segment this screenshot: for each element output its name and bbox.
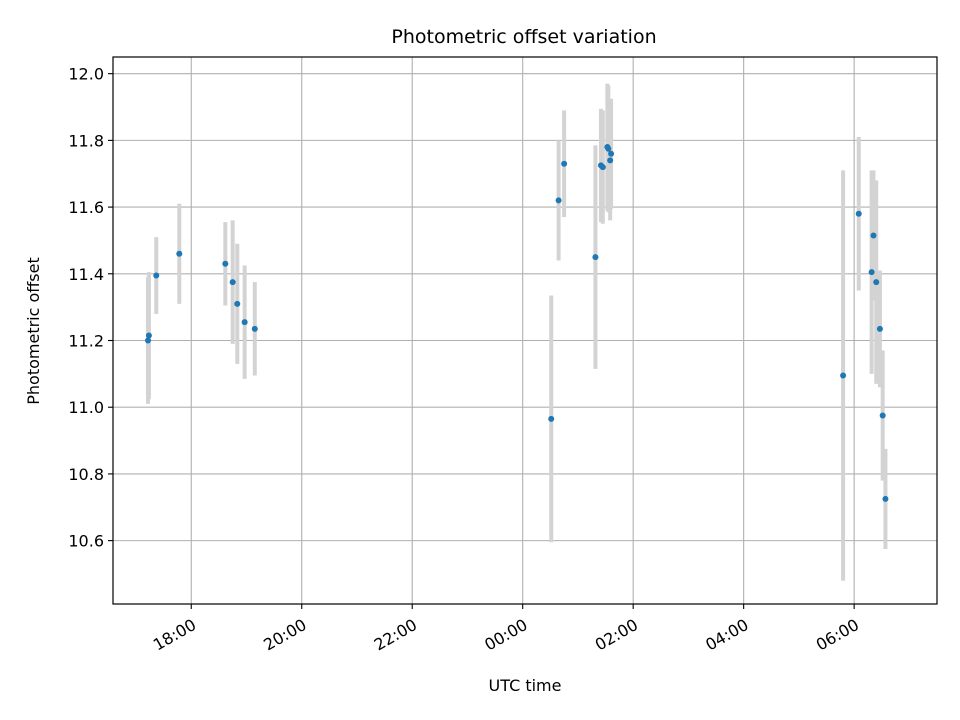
x-tick-label: 22:00 — [371, 615, 420, 655]
data-point — [144, 337, 151, 344]
plot-area — [112, 56, 938, 605]
y-tick-label: 11.2 — [68, 332, 104, 351]
error-bars — [145, 83, 888, 581]
x-tick-label: 06:00 — [813, 615, 862, 655]
data-point — [840, 372, 847, 379]
data-point — [561, 160, 568, 167]
data-point — [873, 279, 880, 286]
data-point — [241, 319, 248, 326]
y-tick-label: 12.0 — [68, 65, 104, 84]
data-point — [548, 415, 555, 422]
x-tick-label: 02:00 — [592, 615, 641, 655]
y-tick-label: 11.0 — [68, 398, 104, 417]
data-point — [229, 279, 236, 286]
y-tick-label: 11.4 — [68, 265, 104, 284]
data-point — [605, 145, 612, 152]
x-tick-label: 00:00 — [481, 615, 530, 655]
grid — [113, 57, 937, 604]
data-point — [855, 210, 862, 217]
data-point — [222, 260, 229, 267]
x-axis: 18:00 20:00 22:00 00:00 02:00 04:00 06:00 — [150, 604, 862, 655]
data-point — [870, 232, 877, 239]
data-point — [251, 325, 258, 332]
data-point — [882, 495, 889, 502]
data-point — [879, 412, 886, 419]
data-point — [599, 164, 606, 171]
y-axis-label: Photometric offset — [24, 257, 43, 405]
data-point — [145, 332, 152, 339]
data-point — [153, 272, 160, 279]
y-tick-label: 10.6 — [68, 532, 104, 551]
data-point — [876, 325, 883, 332]
x-tick-label: 20:00 — [260, 615, 309, 655]
data-point — [608, 150, 615, 157]
data-point — [592, 254, 599, 261]
x-tick-label: 04:00 — [702, 615, 751, 655]
y-axis: 10.6 10.8 11.0 11.2 11.4 11.6 11.8 12.0 — [68, 65, 113, 551]
y-tick-label: 11.8 — [68, 131, 104, 150]
x-tick-label: 18:00 — [150, 615, 199, 655]
data-points — [144, 144, 889, 502]
data-point — [555, 197, 562, 204]
data-point — [234, 300, 241, 307]
data-point — [176, 250, 183, 257]
chart-title: Photometric offset variation — [391, 26, 656, 48]
data-point — [607, 157, 614, 164]
y-tick-label: 11.6 — [68, 198, 104, 217]
x-axis-label: UTC time — [489, 676, 562, 695]
y-tick-label: 10.8 — [68, 465, 104, 484]
data-point — [868, 269, 875, 276]
